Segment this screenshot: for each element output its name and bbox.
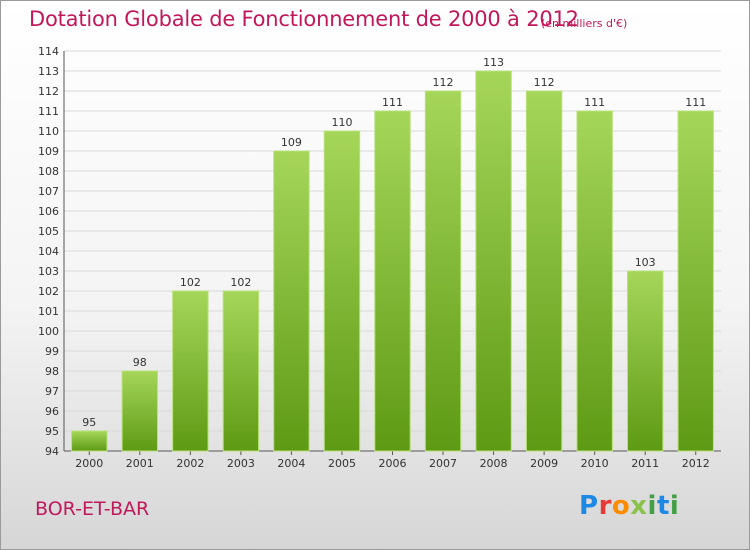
logo-letter: i	[647, 491, 657, 521]
y-tick-label: 99	[45, 345, 59, 358]
bar-value-label: 102	[230, 276, 251, 289]
y-tick-label: 112	[38, 85, 59, 98]
y-tick-label: 109	[38, 145, 59, 158]
logo-letter: t	[656, 491, 670, 521]
y-tick-label: 114	[38, 45, 59, 58]
logo-letter: r	[598, 491, 612, 521]
bar-value-label: 113	[483, 56, 504, 69]
bar-value-label: 95	[82, 416, 96, 429]
y-tick-label: 104	[38, 245, 59, 258]
y-tick-label: 98	[45, 365, 59, 378]
y-tick-label: 94	[45, 445, 59, 458]
x-tick-label: 2009	[530, 457, 558, 470]
bar-value-label: 111	[685, 96, 706, 109]
bar-value-label: 112	[433, 76, 454, 89]
y-tick-label: 113	[38, 65, 59, 78]
bar	[576, 110, 613, 452]
logo-letter: P	[579, 491, 599, 521]
x-tick-label: 2005	[328, 457, 356, 470]
y-tick-label: 110	[38, 125, 59, 138]
commune-name: BOR-ET-BAR	[35, 498, 150, 520]
bar	[677, 110, 714, 452]
bar	[374, 110, 411, 452]
logo-letter: x	[630, 491, 648, 521]
bar	[475, 70, 512, 452]
bar-value-label: 111	[382, 96, 403, 109]
bar	[525, 90, 563, 452]
bar-value-label: 103	[635, 256, 656, 269]
y-tick-label: 105	[38, 225, 59, 238]
y-tick-label: 101	[38, 305, 59, 318]
logo-letter: i	[669, 491, 680, 521]
x-tick-label: 2003	[227, 457, 255, 470]
bar	[323, 130, 361, 452]
chart-title: Dotation Globale de Fonctionnement de 20…	[29, 7, 579, 31]
proxiti-logo[interactable]: Proxiti	[579, 491, 679, 521]
x-tick-label: 2010	[581, 457, 609, 470]
x-tick-label: 2001	[126, 457, 154, 470]
bar	[172, 290, 209, 452]
x-tick-label: 2004	[277, 457, 305, 470]
x-tick-label: 2002	[176, 457, 204, 470]
x-tick-label: 2012	[682, 457, 710, 470]
x-tick-label: 2011	[631, 457, 659, 470]
y-tick-label: 96	[45, 405, 59, 418]
y-tick-label: 107	[38, 185, 59, 198]
bar-value-label: 98	[133, 356, 147, 369]
bar-value-label: 112	[534, 76, 555, 89]
y-tick-label: 108	[38, 165, 59, 178]
bar	[222, 290, 260, 452]
unit-label: (en milliers d'€)	[541, 17, 628, 30]
x-tick-label: 2006	[379, 457, 407, 470]
bar	[627, 270, 664, 452]
y-tick-label: 111	[38, 105, 59, 118]
bar-value-label: 110	[331, 116, 352, 129]
y-tick-label: 103	[38, 265, 59, 278]
y-tick-label: 100	[38, 325, 59, 338]
bar-value-label: 111	[584, 96, 605, 109]
y-tick-label: 95	[45, 425, 59, 438]
bar-value-label: 109	[281, 136, 302, 149]
x-tick-label: 2007	[429, 457, 457, 470]
bar-value-label: 102	[180, 276, 201, 289]
y-tick-label: 106	[38, 205, 59, 218]
labels: 94 95 96 97 98 99 100 101 102 103 104 105 106 107 108 1…	[38, 45, 710, 470]
bar	[121, 370, 158, 452]
y-tick-label: 97	[45, 385, 59, 398]
bar	[273, 150, 310, 452]
y-tick-label: 102	[38, 285, 59, 298]
x-tick-label: 2008	[480, 457, 508, 470]
logo-letter: o	[611, 491, 631, 521]
bar	[71, 430, 108, 452]
x-tick-label: 2000	[75, 457, 103, 470]
bars	[71, 70, 714, 452]
bar	[424, 90, 462, 452]
